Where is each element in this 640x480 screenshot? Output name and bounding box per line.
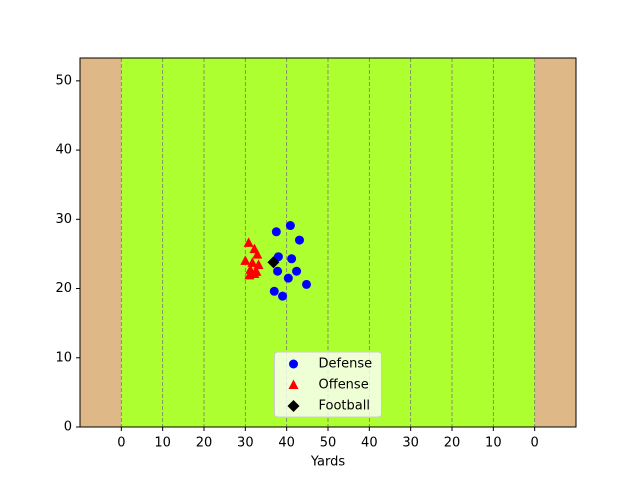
x-tick-label: 20 [196, 436, 213, 451]
x-tick-label: 30 [237, 436, 254, 451]
x-tick-label: 0 [117, 436, 125, 451]
y-tick-label: 50 [55, 73, 72, 88]
endzone [534, 58, 576, 427]
player-defense [289, 359, 298, 369]
x-tick-label: 40 [278, 436, 295, 451]
player-defense [287, 254, 297, 264]
player-defense [292, 266, 302, 276]
player-offense [240, 255, 251, 265]
y-tick-label: 30 [55, 212, 72, 227]
player-defense [273, 266, 283, 276]
player-defense [283, 273, 293, 283]
player-offense [245, 264, 256, 274]
x-tick-label: 50 [320, 436, 337, 451]
legend: Defense Offense Football [274, 351, 382, 418]
x-tick-label: 30 [402, 436, 419, 451]
player-offense [252, 249, 263, 259]
player-defense [269, 286, 279, 296]
player-defense [294, 235, 304, 245]
x-tick-label: 10 [154, 436, 171, 451]
player-offense [247, 257, 258, 267]
player-defense [278, 291, 288, 301]
x-tick-label: 40 [361, 436, 378, 451]
football [287, 400, 300, 412]
player-defense [302, 279, 312, 289]
y-tick-label: 40 [55, 143, 72, 158]
legend-box [274, 351, 382, 418]
x-tick-label: 0 [531, 436, 539, 451]
y-tick-label: 0 [64, 420, 72, 435]
plot-frame [79, 57, 577, 428]
y-tick-label: 10 [55, 350, 72, 365]
player-defense [285, 221, 295, 231]
legend-label: Offense [319, 378, 369, 393]
player-offense [288, 379, 299, 389]
x-tick-label: 10 [485, 436, 502, 451]
football [267, 256, 280, 269]
legend-label: Defense [319, 357, 373, 372]
endzone [80, 58, 122, 427]
player-defense [271, 227, 281, 237]
y-tick-label: 20 [55, 281, 72, 296]
x-axis-label: Yards [310, 455, 345, 470]
player-offense [249, 268, 260, 278]
legend-label: Football [319, 399, 370, 414]
player-offense [243, 237, 254, 247]
player-offense [253, 259, 264, 269]
x-tick-label: 20 [444, 436, 461, 451]
